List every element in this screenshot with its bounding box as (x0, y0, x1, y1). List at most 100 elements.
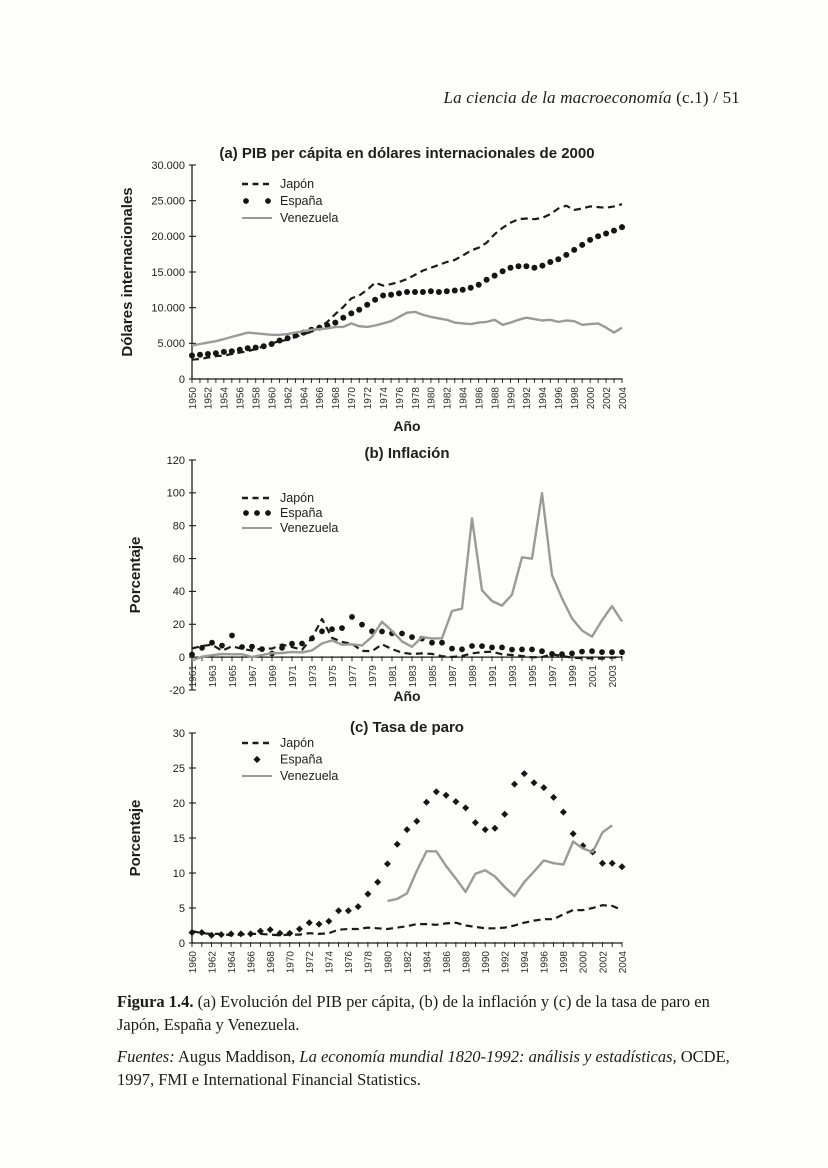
svg-text:1992: 1992 (522, 387, 533, 410)
svg-text:1989: 1989 (468, 665, 479, 688)
svg-text:1960: 1960 (267, 387, 278, 410)
svg-text:100: 100 (167, 488, 185, 500)
svg-text:1963: 1963 (208, 665, 219, 688)
svg-text:2000: 2000 (586, 387, 597, 410)
svg-text:Porcentaje: Porcentaje (127, 537, 144, 614)
svg-text:1975: 1975 (328, 665, 339, 688)
svg-text:25.000: 25.000 (151, 195, 185, 207)
svg-text:1995: 1995 (528, 665, 539, 688)
svg-text:30.000: 30.000 (151, 160, 185, 172)
svg-text:Venezuela: Venezuela (280, 769, 338, 783)
svg-text:1982: 1982 (403, 951, 414, 974)
svg-text:1984: 1984 (422, 951, 433, 974)
svg-text:(a) PIB per cápita en dólares: (a) PIB per cápita en dólares internacio… (219, 145, 594, 162)
svg-text:1978: 1978 (411, 387, 422, 410)
svg-text:30: 30 (173, 728, 185, 740)
svg-text:1983: 1983 (408, 665, 419, 688)
x-axis: 1960 1962 1964 1966 1968 1970 1972 1974 1976 1978… (188, 942, 629, 973)
svg-text:1972: 1972 (305, 951, 316, 974)
running-title: La ciencia de la macroeconomía (443, 88, 672, 107)
sources-post: OCDE, 1997, FMI e International Financia… (117, 1046, 730, 1090)
figure-label: Figura 1.4. (117, 992, 194, 1011)
svg-text:1961: 1961 (188, 665, 199, 688)
sources-line: Fuentes: Augus Maddison, La economía mun… (117, 1045, 745, 1092)
svg-text:1958: 1958 (252, 387, 263, 410)
page-header: La ciencia de la macroeconomía (c.1) / 5… (300, 88, 740, 108)
svg-text:1986: 1986 (474, 387, 485, 410)
sources-book-title: La economía mundial 1820-1992: análisis … (299, 1046, 677, 1066)
svg-text:5.000: 5.000 (157, 338, 185, 350)
svg-text:1998: 1998 (559, 951, 570, 974)
svg-text:1974: 1974 (379, 387, 390, 410)
svg-text:1952: 1952 (204, 387, 215, 410)
svg-text:Porcentaje: Porcentaje (127, 800, 144, 877)
svg-text:1966: 1966 (315, 387, 326, 410)
y-axis: Porcentaje 0 5 10 15 20 25 30 (127, 728, 196, 950)
legend: Japón España Venezuela (242, 736, 338, 783)
svg-text:1994: 1994 (520, 951, 531, 974)
svg-text:15: 15 (173, 833, 185, 845)
chart-pib-per-capita: (a) PIB per cápita en dólares internacio… (108, 144, 668, 444)
svg-text:1986: 1986 (442, 951, 453, 974)
svg-text:15.000: 15.000 (151, 267, 185, 279)
y-axis: Porcentaje -20 0 20 40 60 80 100 120 (127, 455, 196, 697)
svg-text:Año: Año (393, 418, 420, 434)
svg-text:Japón: Japón (280, 177, 314, 191)
svg-text:1985: 1985 (428, 665, 439, 688)
chart-inflacion-svg: (b) Inflación Porcentaje -20 0 20 40 60 80 100 12… (127, 445, 625, 704)
series-japon (191, 904, 623, 937)
svg-text:1973: 1973 (308, 665, 319, 688)
figure-caption: Figura 1.4. (a) Evolución del PIB per cá… (117, 990, 745, 1100)
svg-text:España: España (280, 506, 322, 520)
svg-text:1997: 1997 (548, 665, 559, 688)
series-venezuela (191, 491, 624, 662)
svg-text:1998: 1998 (570, 387, 581, 410)
svg-text:1980: 1980 (427, 387, 438, 410)
figure-text: (a) Evolución del PIB per cápita, (b) de… (117, 992, 710, 1035)
svg-text:1964: 1964 (299, 387, 310, 410)
svg-text:1987: 1987 (448, 665, 459, 688)
svg-text:-20: -20 (169, 685, 185, 697)
svg-text:40: 40 (173, 586, 185, 598)
svg-text:1954: 1954 (220, 387, 231, 410)
svg-text:(b) Inflación: (b) Inflación (365, 445, 450, 462)
series-japon (191, 617, 623, 660)
svg-text:1966: 1966 (246, 951, 257, 974)
svg-text:1971: 1971 (288, 665, 299, 688)
svg-text:1960: 1960 (188, 951, 199, 974)
svg-text:2002: 2002 (598, 951, 609, 974)
svg-text:1962: 1962 (207, 951, 218, 974)
svg-text:25: 25 (173, 763, 185, 775)
series-venezuela (387, 824, 613, 903)
chart-title: (a) PIB per cápita en dólares internacio… (219, 145, 594, 162)
svg-text:1988: 1988 (490, 387, 501, 410)
svg-text:60: 60 (173, 553, 185, 565)
series-espana (189, 614, 625, 658)
svg-text:1996: 1996 (540, 951, 551, 974)
svg-text:1950: 1950 (188, 387, 199, 410)
svg-text:1992: 1992 (501, 951, 512, 974)
svg-text:2003: 2003 (608, 665, 619, 688)
page-number: (c.1) / 51 (671, 88, 740, 107)
svg-text:Japón: Japón (280, 736, 314, 750)
y-axis: Dólares internacionales 0 5.000 10.000 15.00… (119, 160, 196, 386)
svg-text:Dólares internacionales: Dólares internacionales (119, 187, 136, 356)
svg-text:20: 20 (173, 619, 185, 631)
x-axis: 1950 1952 1954 1956 1958 1960 1962 1964 1966 1968… (188, 378, 629, 434)
svg-text:(c) Tasa de paro: (c) Tasa de paro (350, 719, 464, 736)
svg-text:20.000: 20.000 (151, 231, 185, 243)
chart-inflacion: (b) Inflación Porcentaje -20 0 20 40 60 80 100 12… (108, 445, 668, 718)
svg-text:1956: 1956 (236, 387, 247, 410)
svg-text:1980: 1980 (383, 951, 394, 974)
svg-text:Venezuela: Venezuela (280, 211, 338, 225)
svg-text:1996: 1996 (554, 387, 565, 410)
svg-text:España: España (280, 753, 322, 767)
svg-text:10.000: 10.000 (151, 302, 185, 314)
svg-text:1968: 1968 (266, 951, 277, 974)
svg-text:1972: 1972 (363, 387, 374, 410)
svg-text:1976: 1976 (344, 951, 355, 974)
svg-text:2002: 2002 (602, 387, 613, 410)
chart-title: (b) Inflación (365, 445, 450, 462)
